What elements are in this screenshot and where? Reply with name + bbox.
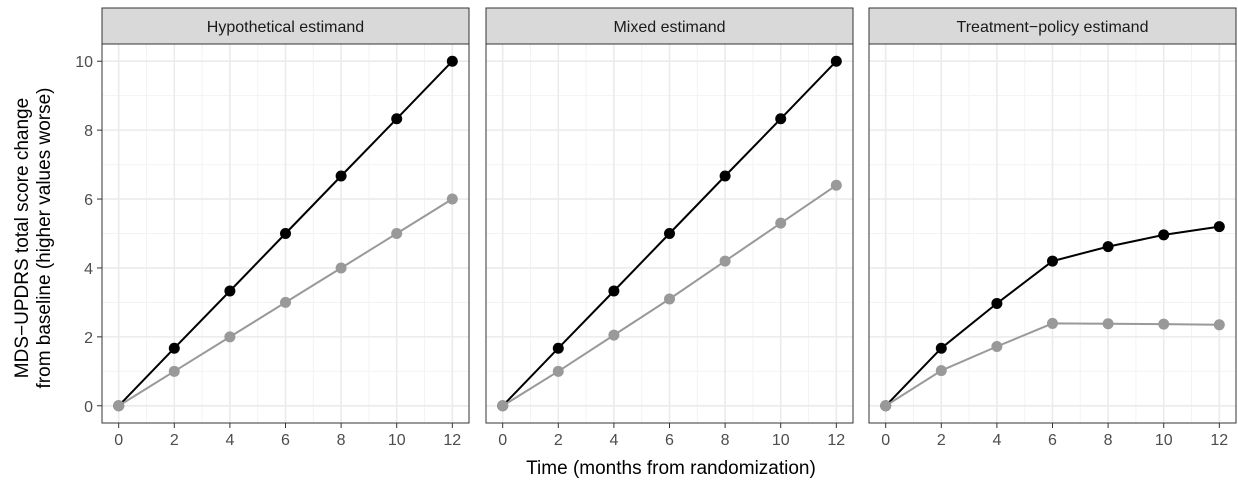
y-tick-label: 10	[75, 54, 93, 71]
data-point	[335, 262, 347, 274]
data-point	[830, 55, 842, 67]
x-tick-label: 10	[388, 432, 406, 449]
data-point	[1213, 319, 1225, 331]
y-tick-label: 2	[84, 330, 93, 347]
data-point	[1102, 241, 1114, 253]
data-point	[446, 55, 458, 67]
facet-strip	[485, 7, 854, 45]
data-point	[497, 400, 509, 412]
data-point	[719, 170, 731, 182]
x-tick-label: 0	[881, 432, 890, 449]
data-point	[1158, 229, 1170, 241]
data-point	[935, 365, 947, 377]
data-point	[775, 217, 787, 229]
data-point	[1047, 317, 1058, 329]
x-tick-label: 6	[665, 432, 674, 449]
data-point	[880, 400, 892, 412]
data-point	[168, 342, 180, 354]
data-point	[391, 113, 403, 125]
data-point	[830, 179, 842, 191]
y-axis-title-line-1: MDS−UPDRS total score change	[12, 98, 33, 378]
x-tick-label: 0	[114, 432, 123, 449]
data-point	[552, 365, 564, 377]
facet-panel: Mixed estimand 0 2 4 6 8 10 12	[485, 7, 854, 449]
data-point	[224, 331, 236, 343]
x-tick-label: 2	[170, 432, 179, 449]
x-axis-title: Time (months from randomization)	[526, 458, 816, 479]
x-tick-label: 10	[1155, 432, 1173, 449]
x-tick-label: 8	[721, 432, 730, 449]
data-point	[719, 255, 731, 267]
data-point	[224, 285, 236, 297]
x-tick-label: 6	[281, 432, 290, 449]
data-point	[775, 113, 787, 125]
data-point	[391, 228, 403, 239]
data-point	[664, 228, 675, 239]
y-axis-title: MDS−UPDRS total score change from baseli…	[12, 88, 55, 389]
facet-strip	[868, 7, 1237, 45]
data-point	[280, 296, 291, 308]
data-point	[552, 342, 564, 354]
data-point	[991, 341, 1003, 353]
x-tick-label: 0	[498, 432, 507, 449]
x-tick-label: 8	[1104, 432, 1113, 449]
y-axis-title-line-2: from baseline (higher values worse)	[34, 88, 55, 389]
data-point	[280, 228, 291, 239]
y-tick-label: 4	[84, 261, 93, 278]
facet-panel: Treatment−policy estimand 0 2 4 6 8 10 12	[868, 7, 1237, 449]
x-tick-label: 4	[225, 432, 234, 449]
data-point	[608, 285, 620, 297]
data-point	[1213, 221, 1225, 233]
x-tick-label: 10	[772, 432, 790, 449]
data-point	[168, 365, 180, 377]
x-tick-label: 6	[1048, 432, 1057, 449]
data-point	[664, 293, 675, 305]
y-tick-label: 6	[84, 192, 93, 209]
data-point	[608, 329, 620, 341]
x-tick-label: 2	[554, 432, 563, 449]
y-tick-label: 0	[84, 399, 93, 416]
x-tick-label: 4	[992, 432, 1001, 449]
x-tick-label: 8	[337, 432, 346, 449]
data-point	[935, 342, 947, 354]
y-tick-label: 8	[84, 123, 93, 140]
facet-strip-label: Hypothetical estimand	[207, 19, 364, 36]
data-point	[113, 400, 125, 412]
facet-strip-label: Mixed estimand	[613, 19, 725, 36]
data-point	[1102, 318, 1114, 330]
data-point	[1158, 318, 1170, 330]
x-tick-label: 2	[937, 432, 946, 449]
facet-strip	[101, 7, 470, 45]
data-point	[1047, 255, 1058, 267]
x-tick-label: 4	[609, 432, 618, 449]
x-tick-label: 12	[827, 432, 845, 449]
facet-panel: Hypothetical estimand 0 2 4 6 8 10 12 0 2 4 6 8 10	[75, 7, 470, 449]
facet-strip-label: Treatment−policy estimand	[957, 19, 1149, 36]
data-point	[446, 193, 458, 205]
x-tick-label: 12	[1210, 432, 1228, 449]
x-tick-label: 12	[443, 432, 461, 449]
data-point	[991, 297, 1003, 309]
data-point	[335, 170, 347, 182]
